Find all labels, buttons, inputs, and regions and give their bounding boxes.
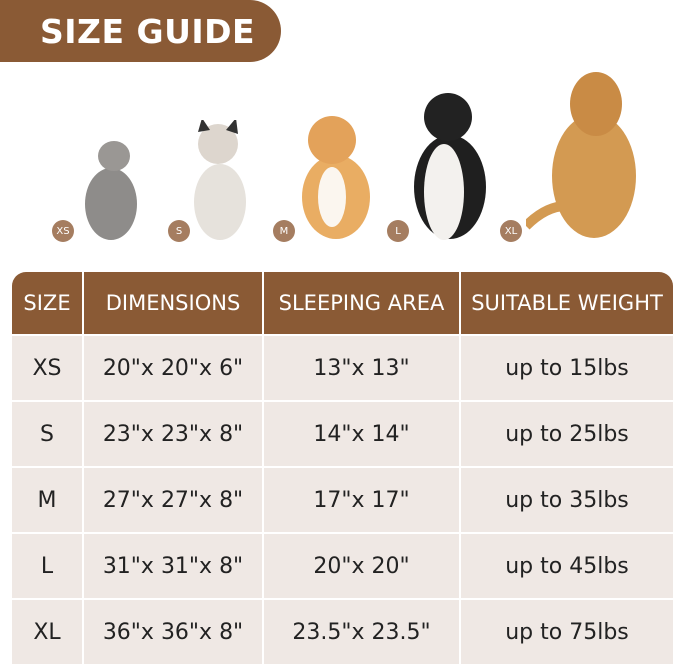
cell-size: L <box>12 534 82 598</box>
size-badge-xs: XS <box>52 220 74 242</box>
cat-image <box>85 141 137 240</box>
table-row: S 23"x 23"x 8" 14"x 14" up to 25lbs <box>12 402 673 466</box>
cell-dimensions: 27"x 27"x 8" <box>84 468 262 532</box>
cell-size: S <box>12 402 82 466</box>
cell-sleeping-area: 13"x 13" <box>264 336 459 400</box>
border-collie-image <box>414 93 486 240</box>
header-dimensions: DIMENSIONS <box>84 272 262 334</box>
cell-weight: up to 25lbs <box>461 402 673 466</box>
cell-size: M <box>12 468 82 532</box>
cell-sleeping-area: 23.5"x 23.5" <box>264 600 459 664</box>
table-row: M 27"x 27"x 8" 17"x 17" up to 35lbs <box>12 468 673 532</box>
table-row: XL 36"x 36"x 8" 23.5"x 23.5" up to 75lbs <box>12 600 673 664</box>
table-row: XS 20"x 20"x 6" 13"x 13" up to 15lbs <box>12 336 673 400</box>
size-badge-l: L <box>387 220 409 242</box>
cell-sleeping-area: 17"x 17" <box>264 468 459 532</box>
cell-dimensions: 36"x 36"x 8" <box>84 600 262 664</box>
table-header-row: SIZE DIMENSIONS SLEEPING AREA SUITABLE W… <box>12 272 673 334</box>
cell-sleeping-area: 14"x 14" <box>264 402 459 466</box>
cell-weight: up to 45lbs <box>461 534 673 598</box>
size-table: SIZE DIMENSIONS SLEEPING AREA SUITABLE W… <box>10 270 675 666</box>
cell-dimensions: 31"x 31"x 8" <box>84 534 262 598</box>
size-badge-m: M <box>273 220 295 242</box>
pet-size-illustrations: XS S M L XL <box>0 62 679 262</box>
cell-weight: up to 35lbs <box>461 468 673 532</box>
cell-dimensions: 20"x 20"x 6" <box>84 336 262 400</box>
table-row: L 31"x 31"x 8" 20"x 20" up to 45lbs <box>12 534 673 598</box>
header-suitable-weight: SUITABLE WEIGHT <box>461 272 673 334</box>
french-bulldog-image <box>194 120 246 240</box>
size-badge-s: S <box>168 220 190 242</box>
cell-sleeping-area: 20"x 20" <box>264 534 459 598</box>
header-size: SIZE <box>12 272 82 334</box>
cell-weight: up to 15lbs <box>461 336 673 400</box>
header-sleeping-area: SLEEPING AREA <box>264 272 459 334</box>
size-guide-title: SIZE GUIDE <box>0 0 281 62</box>
cell-size: XL <box>12 600 82 664</box>
golden-retriever-image <box>526 72 636 238</box>
corgi-image <box>302 116 370 239</box>
cell-dimensions: 23"x 23"x 8" <box>84 402 262 466</box>
cell-weight: up to 75lbs <box>461 600 673 664</box>
cell-size: XS <box>12 336 82 400</box>
size-badge-xl: XL <box>500 220 522 242</box>
